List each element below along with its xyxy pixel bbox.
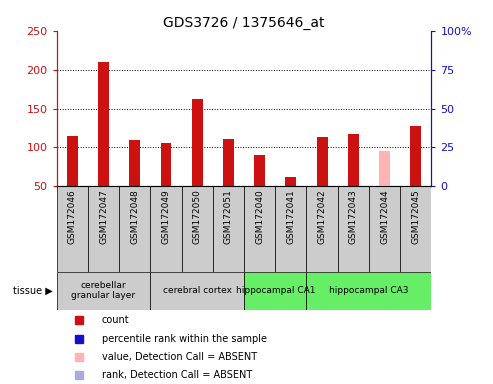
Text: GSM172045: GSM172045	[411, 189, 420, 244]
Bar	[181, 186, 213, 272]
Title: GDS3726 / 1375646_at: GDS3726 / 1375646_at	[163, 16, 325, 30]
Bar	[57, 186, 88, 272]
Text: value, Detection Call = ABSENT: value, Detection Call = ABSENT	[102, 352, 257, 362]
Bar	[161, 143, 172, 186]
Text: GSM172042: GSM172042	[317, 189, 326, 243]
Bar	[285, 177, 296, 186]
Bar	[223, 139, 234, 186]
Bar	[400, 186, 431, 272]
Bar	[192, 99, 203, 186]
Bar	[150, 186, 181, 272]
Text: GSM172047: GSM172047	[99, 189, 108, 244]
Bar	[348, 134, 359, 186]
Bar	[67, 136, 78, 186]
Bar	[317, 137, 327, 186]
Bar	[213, 186, 244, 272]
Text: GSM172048: GSM172048	[130, 189, 139, 244]
Text: rank, Detection Call = ABSENT: rank, Detection Call = ABSENT	[102, 370, 252, 380]
Bar	[410, 126, 421, 186]
Bar	[129, 140, 140, 186]
Text: GSM172044: GSM172044	[380, 189, 389, 243]
Bar	[307, 272, 431, 310]
Bar	[57, 272, 150, 310]
Text: percentile rank within the sample: percentile rank within the sample	[102, 334, 267, 344]
Bar	[275, 186, 307, 272]
Bar	[379, 151, 390, 186]
Bar	[338, 186, 369, 272]
Bar	[307, 186, 338, 272]
Text: cerebellar
granular layer: cerebellar granular layer	[71, 281, 136, 301]
Text: hippocampal CA1: hippocampal CA1	[236, 286, 315, 295]
Text: cerebral cortex: cerebral cortex	[163, 286, 232, 295]
Bar	[150, 272, 244, 310]
Bar	[254, 155, 265, 186]
Text: GSM172040: GSM172040	[255, 189, 264, 244]
Bar	[244, 186, 275, 272]
Text: count: count	[102, 315, 129, 325]
Text: hippocampal CA3: hippocampal CA3	[329, 286, 409, 295]
Text: tissue ▶: tissue ▶	[13, 286, 53, 296]
Text: GSM172041: GSM172041	[286, 189, 295, 244]
Bar	[98, 62, 109, 186]
Text: GSM172050: GSM172050	[193, 189, 202, 244]
Text: GSM172051: GSM172051	[224, 189, 233, 244]
Text: GSM172046: GSM172046	[68, 189, 77, 244]
Bar	[369, 186, 400, 272]
Text: GSM172049: GSM172049	[162, 189, 171, 244]
Text: GSM172043: GSM172043	[349, 189, 358, 244]
Bar	[244, 272, 307, 310]
Bar	[88, 186, 119, 272]
Bar	[119, 186, 150, 272]
